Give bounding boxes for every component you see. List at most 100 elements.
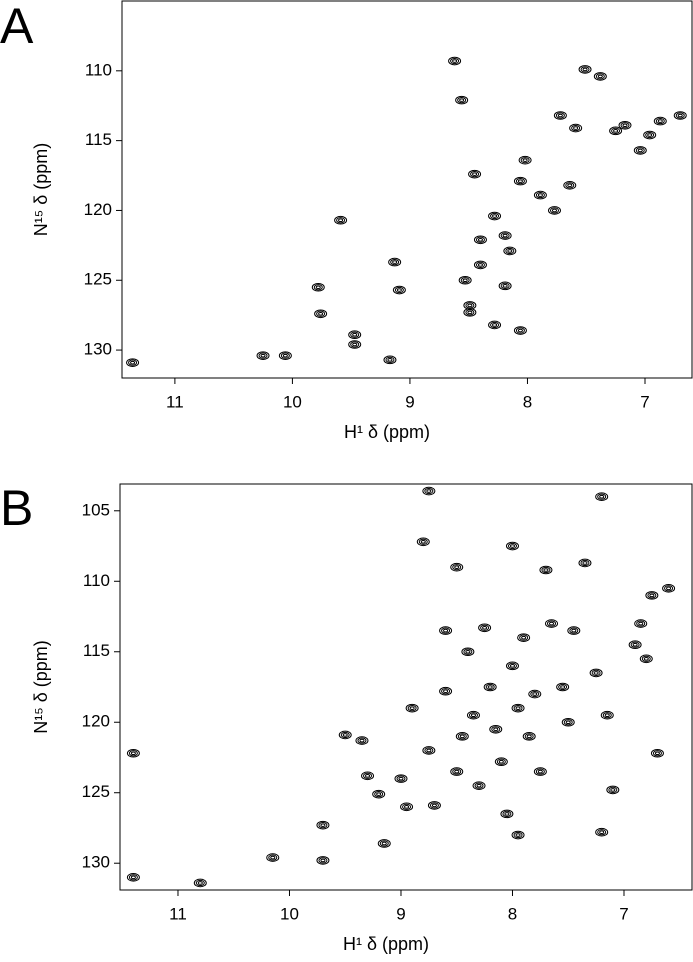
contour-line	[505, 541, 519, 551]
contour-line	[513, 705, 523, 712]
contour-line	[595, 827, 609, 837]
peak	[392, 285, 406, 295]
contour-line	[515, 706, 521, 710]
contour-line	[503, 246, 517, 256]
contour-line	[457, 97, 467, 104]
peak	[377, 839, 391, 848]
contour-line	[470, 171, 480, 178]
contour-line	[472, 781, 486, 790]
peak	[348, 330, 362, 340]
peak	[639, 654, 653, 664]
contour-line	[377, 839, 391, 848]
contour-line	[515, 327, 525, 334]
contour-line	[556, 682, 570, 692]
y-tick-label: 110	[85, 60, 112, 79]
x-tick-label: 7	[619, 904, 628, 923]
contour-line	[638, 621, 644, 626]
contour-line	[553, 111, 567, 120]
contour-line	[597, 74, 603, 79]
contour-line	[420, 539, 426, 544]
contour-line	[396, 775, 406, 782]
peak	[643, 130, 657, 140]
contour-line	[502, 284, 508, 288]
peak	[126, 748, 140, 758]
peak	[569, 123, 583, 133]
contour-line	[491, 726, 501, 733]
contour-line	[195, 879, 205, 887]
contour-line	[599, 830, 605, 835]
contour-line	[466, 710, 480, 720]
peak	[618, 120, 632, 130]
contour-line	[318, 822, 328, 829]
contour-line	[311, 282, 325, 292]
contour-line	[639, 654, 653, 664]
contour-line	[505, 661, 519, 671]
contour-line	[361, 771, 375, 781]
contour-line	[478, 623, 492, 633]
peak	[673, 111, 687, 120]
contour-line	[342, 733, 348, 737]
peak	[503, 246, 517, 256]
contour-line	[628, 640, 642, 650]
contour-line	[126, 873, 140, 882]
peak	[528, 689, 542, 699]
contour-line	[517, 633, 531, 642]
contour-line	[500, 809, 514, 819]
contour-line	[126, 748, 140, 758]
peak	[488, 211, 502, 221]
contour-line	[657, 119, 663, 123]
y-tick-label: 130	[84, 340, 112, 359]
contour-line	[316, 856, 330, 865]
peak	[517, 633, 531, 642]
peak	[561, 717, 575, 727]
contour-line	[387, 358, 393, 362]
peak	[518, 155, 532, 165]
contour-line	[507, 249, 513, 253]
contour-line	[454, 565, 460, 569]
contour-line	[394, 774, 408, 783]
contour-line	[467, 303, 473, 308]
contour-line	[600, 710, 614, 720]
contour-line	[128, 359, 138, 366]
contour-line	[474, 782, 484, 789]
peak	[473, 260, 487, 270]
contour-line	[381, 841, 387, 846]
peak	[533, 190, 547, 200]
contour-line	[318, 311, 324, 316]
contour-line	[633, 146, 647, 155]
peak	[494, 757, 508, 767]
contour-line	[334, 215, 348, 225]
peak	[439, 626, 453, 635]
contour-line	[494, 757, 508, 767]
peak	[455, 732, 469, 741]
peak	[593, 72, 607, 81]
contour-line	[543, 568, 549, 572]
contour-line	[472, 172, 478, 176]
contour-line	[407, 705, 417, 712]
contour-line	[268, 854, 278, 861]
contour-line	[365, 774, 371, 778]
peak	[126, 358, 140, 367]
contour-line	[555, 112, 565, 119]
peak	[405, 703, 419, 713]
contour-line	[492, 214, 498, 218]
contour-line	[448, 56, 462, 66]
peak	[545, 619, 559, 628]
contour-line	[488, 320, 502, 330]
contour-line	[258, 352, 268, 359]
peak	[361, 771, 375, 781]
x-tick-label: 8	[523, 392, 532, 411]
peak	[468, 169, 482, 179]
contour-line	[519, 634, 529, 641]
contour-line	[517, 328, 523, 333]
contour-line	[578, 558, 592, 568]
peak	[372, 789, 386, 799]
contour-line	[496, 758, 506, 765]
contour-line	[461, 647, 475, 657]
contour-line	[278, 351, 292, 360]
contour-line	[452, 564, 462, 571]
contour-line	[490, 212, 500, 220]
contour-line	[424, 747, 434, 754]
contour-line	[463, 308, 477, 317]
